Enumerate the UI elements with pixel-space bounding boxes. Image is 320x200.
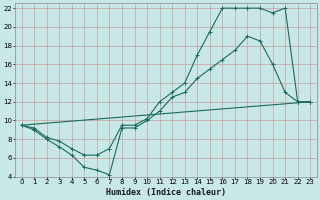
- X-axis label: Humidex (Indice chaleur): Humidex (Indice chaleur): [106, 188, 226, 197]
